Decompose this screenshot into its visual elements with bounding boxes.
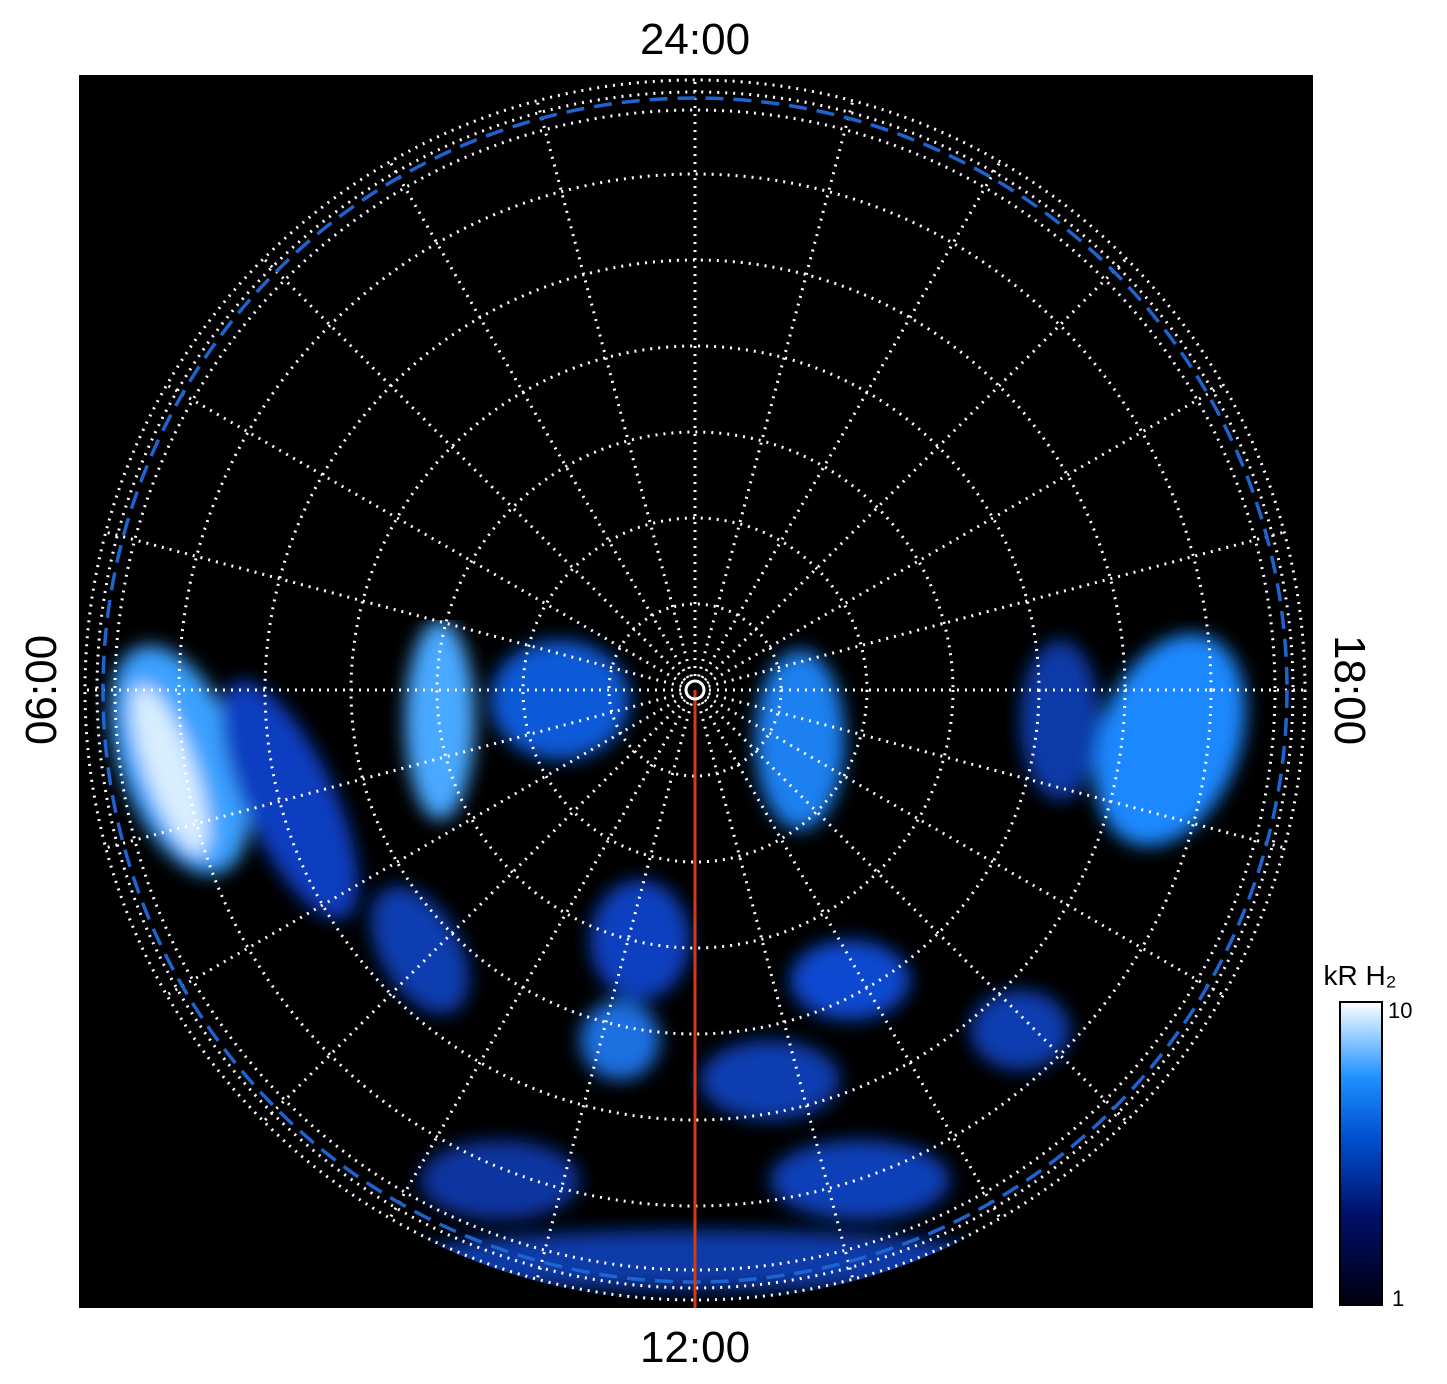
grid-meridian [105,530,682,688]
grid-meridian [700,160,1002,679]
grid-meridian [708,692,1285,850]
bottom-label: 12:00 [640,1323,750,1372]
grid-meridian [706,695,1225,997]
pole-marker [684,679,706,701]
grid-ring [521,516,869,864]
grid-meridian [535,703,693,1280]
grid-meridian [697,100,855,677]
grid-meridian [697,703,855,1280]
colorbar-min: 1 [1392,1286,1404,1311]
grid-meridian [703,698,1128,1123]
emission [110,620,1246,1290]
grid-meridian [706,383,1225,685]
grid-meridian [535,100,693,677]
top-label: 24:00 [640,15,750,64]
grid-ring [435,430,955,950]
grid [83,78,1307,1302]
grid-meridian [708,530,1285,688]
grid-meridian [262,257,687,682]
colorbar-title: kR H₂ [1323,960,1396,991]
grid-meridian [262,698,687,1123]
right-label: 18:00 [1325,635,1374,745]
colorbar [1339,1001,1383,1306]
grid-meridian [165,695,684,997]
grid-ring [113,108,1277,1272]
left-label: 06:00 [17,635,66,745]
grid-ring [83,78,1307,1302]
grid-meridian [388,701,690,1220]
colorbar-max: 10 [1388,998,1412,1023]
grid-meridian [700,701,1002,1220]
grid-meridian [165,383,684,685]
grid-meridian [703,257,1128,682]
grid-meridian [388,160,690,679]
grid-ring [177,172,1213,1208]
grid-meridian [105,692,682,850]
